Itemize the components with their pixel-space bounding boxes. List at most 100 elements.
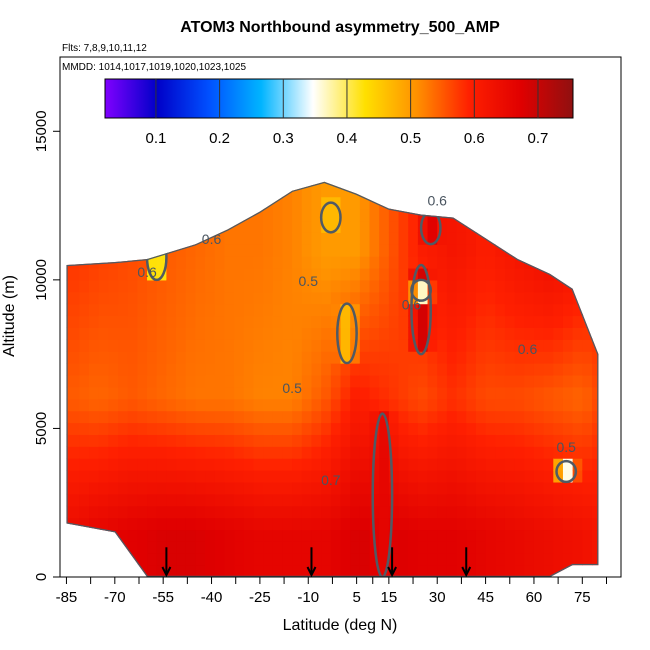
heatmap-cell bbox=[282, 279, 293, 293]
heatmap-cell bbox=[572, 458, 583, 471]
heatmap-cell bbox=[562, 481, 574, 495]
heatmap-cell bbox=[475, 541, 487, 554]
heatmap-cell bbox=[475, 565, 487, 578]
heatmap-cell bbox=[466, 398, 477, 412]
heatmap-cell bbox=[127, 256, 138, 269]
heatmap-cell bbox=[214, 505, 226, 519]
heatmap-cell bbox=[185, 267, 197, 281]
heatmap-cell bbox=[340, 184, 351, 198]
heatmap-cell bbox=[301, 327, 313, 340]
heatmap-cell bbox=[543, 208, 554, 222]
heatmap-cell bbox=[408, 553, 419, 566]
heatmap-cell bbox=[408, 208, 419, 222]
heatmap-cell bbox=[582, 505, 593, 519]
heatmap-cell bbox=[514, 470, 525, 483]
heatmap-cell bbox=[602, 268, 612, 280]
heatmap-cell bbox=[485, 374, 496, 388]
heatmap-cell bbox=[446, 422, 458, 435]
heatmap-cell bbox=[582, 256, 593, 269]
heatmap-cell bbox=[504, 315, 516, 328]
contour-label: 0.5 bbox=[299, 273, 319, 289]
heatmap-cell bbox=[485, 565, 496, 578]
y-tick-label: 15000 bbox=[33, 110, 50, 152]
heatmap-cell bbox=[311, 244, 322, 257]
heatmap-cell bbox=[272, 244, 284, 257]
heatmap-cell bbox=[98, 339, 109, 352]
heatmap-cell bbox=[388, 517, 400, 531]
heatmap-cell bbox=[340, 541, 351, 554]
heatmap-cell bbox=[292, 374, 303, 388]
heatmap-cell bbox=[224, 434, 235, 447]
heatmap-cell bbox=[79, 565, 90, 578]
heatmap-cell bbox=[253, 232, 264, 245]
heatmap-cell bbox=[224, 279, 235, 293]
heatmap-cell bbox=[485, 481, 496, 495]
heatmap-cell bbox=[543, 529, 554, 542]
heatmap-cell bbox=[234, 363, 245, 376]
heatmap-cell bbox=[156, 481, 167, 495]
heatmap-cell bbox=[475, 267, 487, 281]
heatmap-cell bbox=[311, 291, 322, 305]
heatmap-cell bbox=[234, 481, 245, 495]
heatmap-cell bbox=[263, 374, 274, 388]
heatmap-cell bbox=[185, 386, 197, 400]
x-tick-label: 45 bbox=[477, 589, 494, 606]
heatmap-cell bbox=[234, 553, 245, 566]
heatmap-cell bbox=[282, 232, 293, 245]
heatmap-cell bbox=[272, 363, 284, 376]
heatmap-cell bbox=[602, 185, 612, 197]
heatmap-cell bbox=[243, 565, 255, 578]
heatmap-cell bbox=[311, 327, 322, 340]
heatmap-cell bbox=[311, 196, 322, 210]
heatmap-cell bbox=[147, 434, 158, 447]
heatmap-cell bbox=[359, 458, 371, 471]
heatmap-cell bbox=[330, 267, 342, 281]
heatmap-cell bbox=[591, 279, 599, 293]
heatmap-cell bbox=[253, 208, 264, 222]
heatmap-cell bbox=[176, 470, 187, 483]
heatmap-cell bbox=[176, 458, 187, 471]
heatmap-cell bbox=[398, 470, 409, 483]
heatmap-cell bbox=[127, 181, 138, 186]
heatmap-cell bbox=[553, 565, 564, 578]
heatmap-cell bbox=[108, 541, 119, 554]
heatmap-cell bbox=[398, 410, 409, 424]
heatmap-cell bbox=[408, 363, 419, 376]
heatmap-cell bbox=[185, 374, 197, 388]
heatmap-cell bbox=[79, 244, 90, 257]
heatmap-cell bbox=[79, 505, 90, 519]
heatmap-cell bbox=[485, 196, 496, 210]
heatmap-cell bbox=[417, 315, 429, 328]
heatmap-cell bbox=[417, 481, 429, 495]
heatmap-cell bbox=[514, 315, 525, 328]
heatmap-cell bbox=[369, 505, 380, 519]
heatmap-cell bbox=[379, 541, 390, 554]
heatmap-cell bbox=[553, 446, 564, 459]
heatmap-cell bbox=[195, 565, 206, 578]
heatmap-cell bbox=[127, 410, 138, 424]
heatmap-cell bbox=[185, 208, 197, 222]
heatmap-cell bbox=[562, 327, 574, 340]
chart-subtitle-flights: Flts: 7,8,9,10,11,12 bbox=[62, 43, 147, 54]
heatmap-cell bbox=[602, 292, 612, 304]
heatmap-cell bbox=[504, 208, 516, 222]
heatmap-cell bbox=[553, 291, 564, 305]
heatmap-cell bbox=[524, 315, 535, 328]
heatmap-cell bbox=[591, 422, 599, 435]
heatmap-cell bbox=[214, 291, 226, 305]
heatmap-cell bbox=[437, 505, 448, 519]
heatmap-cell bbox=[572, 541, 583, 554]
heatmap-cell bbox=[417, 410, 429, 424]
heatmap-cell bbox=[408, 529, 419, 542]
heatmap-cell bbox=[166, 363, 177, 376]
heatmap-cell bbox=[602, 256, 612, 268]
heatmap-cell bbox=[369, 398, 380, 412]
heatmap-cell bbox=[79, 529, 90, 542]
heatmap-cell bbox=[253, 244, 264, 257]
heatmap-cell bbox=[553, 374, 564, 388]
heatmap-cell bbox=[321, 517, 332, 531]
heatmap-cell bbox=[330, 470, 342, 483]
heatmap-cell bbox=[321, 446, 332, 459]
heatmap-cell bbox=[524, 303, 535, 317]
heatmap-cell bbox=[311, 256, 322, 269]
